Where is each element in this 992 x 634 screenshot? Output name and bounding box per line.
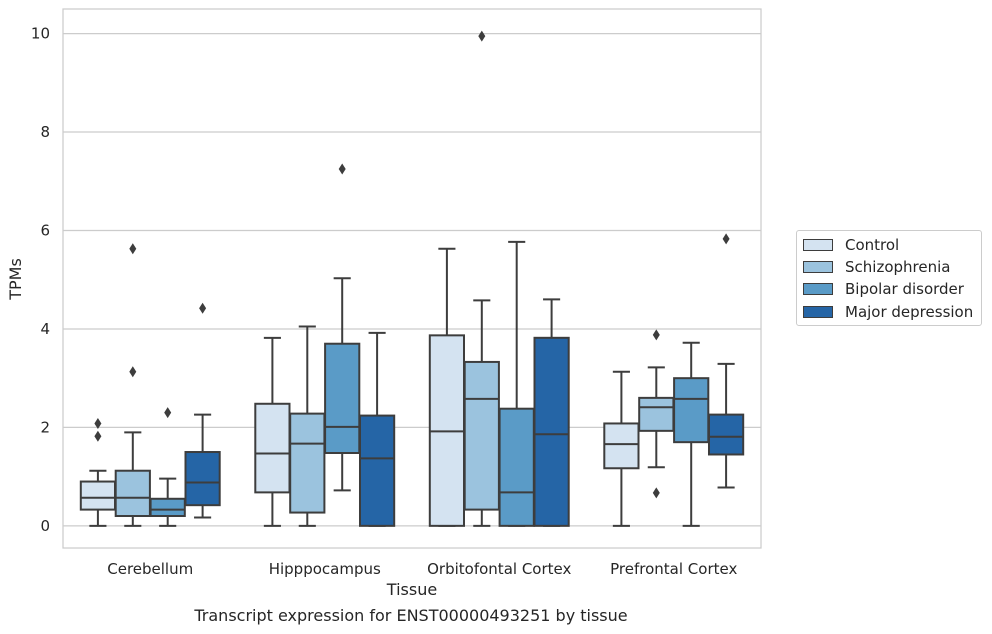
box-s2-c1-flier-2 xyxy=(129,243,137,255)
box-s2-c3-flier-1 xyxy=(478,30,486,42)
legend-swatch-control xyxy=(803,239,833,251)
box-s3-c3 xyxy=(498,407,535,527)
box-s2-c1-flier-1 xyxy=(129,366,137,378)
x-axis-ticks: Cerebellum Hipppocampus Orbitofontal Corte… xyxy=(107,560,737,578)
legend-label-control: Control xyxy=(845,236,900,254)
box-s4-c3 xyxy=(533,336,570,527)
y-tick-label-0: 0 xyxy=(40,517,50,535)
legend: Control Schizophrenia Bipolar disorder M… xyxy=(796,230,982,326)
legend-swatch-schizophrenia xyxy=(803,261,833,273)
legend-label-schizophrenia: Schizophrenia xyxy=(845,258,951,276)
y-tick-label-2: 2 xyxy=(40,418,50,436)
x-tick-label-2: Hipppocampus xyxy=(269,560,381,578)
legend-label-bipolar-disorder: Bipolar disorder xyxy=(845,280,964,298)
y-axis-label: TPMs xyxy=(6,258,25,301)
legend-swatch-major-depression xyxy=(803,306,833,318)
box-s1-c1-flier-1 xyxy=(94,430,102,442)
y-tick-label-6: 6 xyxy=(40,222,50,240)
box-s4-c2 xyxy=(358,414,396,527)
chart-caption: Transcript expression for ENST0000049325… xyxy=(194,606,628,625)
y-tick-label-10: 10 xyxy=(31,25,50,43)
legend-item-control: Control xyxy=(803,235,899,255)
box-s2-c4-flier-2 xyxy=(652,329,660,341)
box-s4-c4 xyxy=(707,413,745,456)
box-s2-c1 xyxy=(114,469,151,518)
box-s2-c4 xyxy=(638,396,675,432)
box-s1-c2 xyxy=(254,402,291,494)
plot-area xyxy=(62,8,762,549)
x-axis-label: Tissue xyxy=(386,580,437,599)
y-axis-ticks: 0 2 4 6 8 10 xyxy=(31,25,50,535)
box-s3-c1 xyxy=(149,497,186,518)
legend-item-schizophrenia: Schizophrenia xyxy=(803,257,950,277)
y-tick-label-8: 8 xyxy=(40,123,50,141)
y-tick-label-4: 4 xyxy=(40,320,50,338)
legend-label-major-depression: Major depression xyxy=(845,303,974,321)
box-s2-c3 xyxy=(463,360,500,511)
box-s1-c1 xyxy=(79,480,117,511)
box-s1-c1-flier-2 xyxy=(94,417,102,429)
x-tick-label-4: Prefrontal Cortex xyxy=(610,560,737,578)
legend-swatch-bipolar-disorder xyxy=(803,283,833,295)
legend-item-major-depression: Major depression xyxy=(803,302,973,322)
box-s4-c1-flier-1 xyxy=(199,302,207,314)
box-s4-c4-flier-1 xyxy=(722,233,730,245)
box-s2-c4-flier-1 xyxy=(652,487,660,499)
box-series xyxy=(79,30,745,527)
box-s3-c2 xyxy=(324,342,361,454)
box-s2-c2 xyxy=(289,412,326,514)
box-s1-c4 xyxy=(603,422,640,470)
box-s3-c2-flier-1 xyxy=(338,163,346,175)
legend-item-bipolar-disorder: Bipolar disorder xyxy=(803,279,964,299)
x-tick-label-1: Cerebellum xyxy=(107,560,193,578)
box-s3-c1-flier-1 xyxy=(164,407,172,419)
box-s3-c4 xyxy=(673,377,710,444)
box-s4-c1 xyxy=(184,451,221,507)
x-tick-label-3: Orbitofontal Cortex xyxy=(427,560,571,578)
